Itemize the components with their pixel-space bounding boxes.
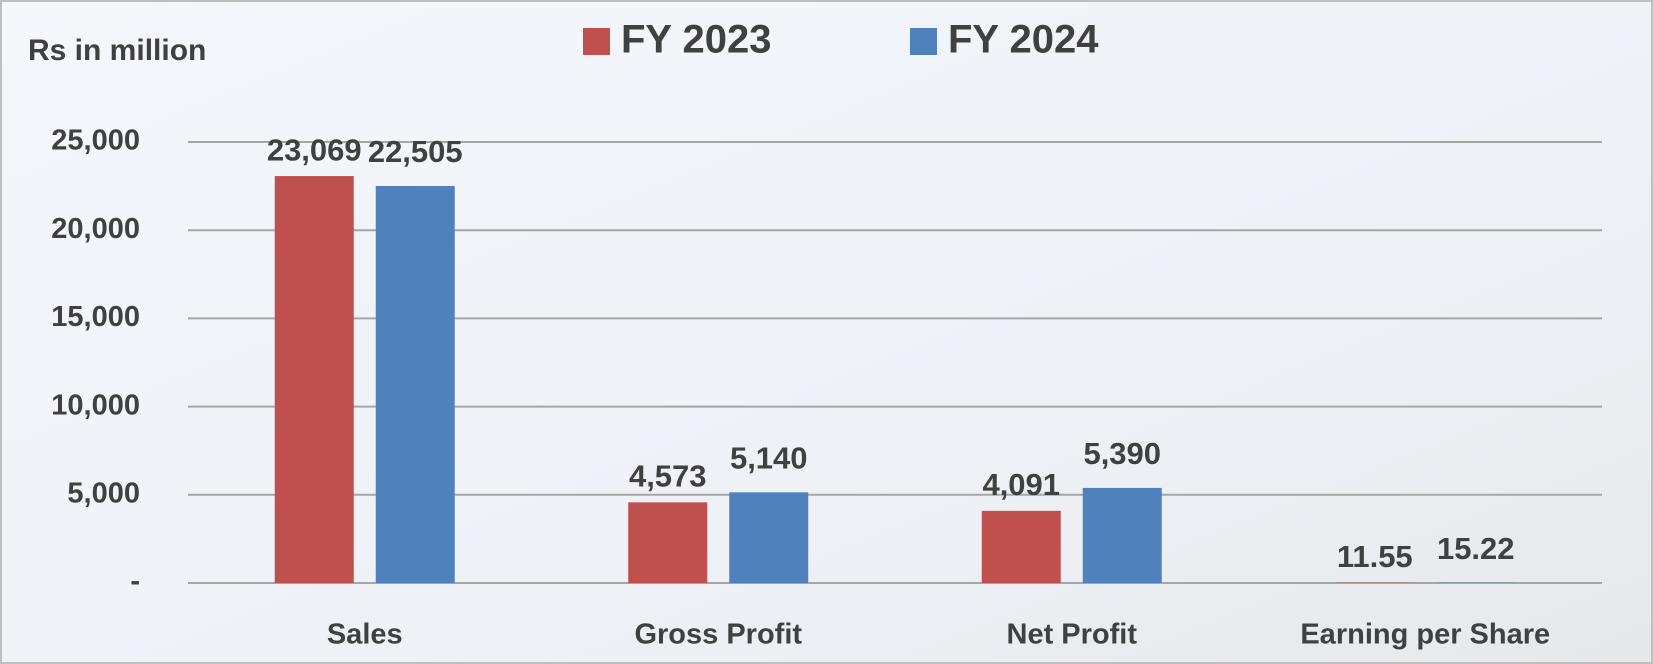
value-label: 15.22 [1437, 531, 1515, 566]
x-tick-label: Sales [327, 619, 403, 651]
axis-title: Rs in million [28, 34, 206, 67]
value-label: 4,573 [629, 459, 707, 494]
bar [982, 511, 1061, 583]
y-tick-label: 5,000 [67, 477, 140, 509]
y-tick-label: - [130, 566, 140, 598]
value-label: 5,140 [730, 441, 808, 476]
value-label: 11.55 [1337, 539, 1413, 574]
value-label: 22,505 [368, 134, 463, 169]
y-tick-label: 15,000 [51, 301, 140, 333]
x-tick-label: Net Profit [1007, 619, 1138, 651]
legend-label: FY 2024 [948, 18, 1099, 62]
chart: Rs in million - 5,000 10,000 15,000 20,000 25… [0, 0, 1653, 664]
value-label: 23,069 [267, 132, 362, 167]
x-tick-label: Earning per Share [1300, 619, 1550, 651]
legend-swatch [910, 28, 937, 55]
bar [275, 176, 354, 583]
bar [376, 186, 455, 583]
value-label: 4,091 [982, 467, 1060, 502]
value-label: 5,390 [1083, 436, 1161, 471]
legend-label: FY 2023 [621, 18, 772, 62]
y-tick-label: 10,000 [51, 389, 140, 421]
bar [1083, 488, 1162, 583]
bar [628, 502, 707, 583]
x-tick-label: Gross Profit [634, 619, 802, 651]
legend-swatch [583, 28, 610, 55]
y-tick-label: 20,000 [51, 213, 140, 245]
y-tick-label: 25,000 [51, 125, 140, 157]
bar [729, 492, 808, 583]
